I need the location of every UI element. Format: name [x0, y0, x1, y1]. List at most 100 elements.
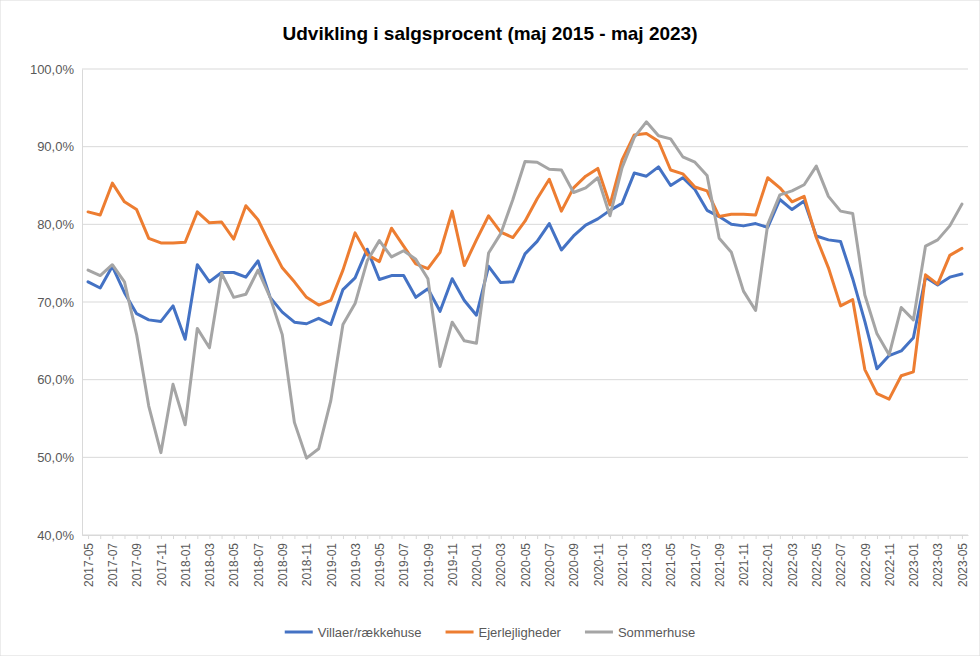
x-tick-label: 2023-01 — [907, 543, 921, 587]
x-tick-label: 2018-01 — [179, 543, 193, 587]
x-tick — [270, 535, 271, 539]
x-tick-mark — [610, 535, 611, 539]
x-tick-mark — [865, 535, 866, 539]
x-tick-label: 2019-07 — [397, 543, 411, 587]
legend-item: Ejerlejligheder — [446, 625, 562, 640]
x-tick-mark — [88, 535, 89, 539]
x-tick-mark — [901, 535, 902, 539]
legend-item: Villaer/rækkehuse — [285, 625, 422, 640]
x-tick-mark — [270, 535, 271, 539]
x-tick — [124, 535, 125, 539]
grid-line — [82, 69, 968, 70]
x-tick-mark — [780, 535, 781, 539]
y-tick: 80,0% — [37, 217, 82, 232]
x-tick — [804, 535, 805, 539]
x-tick — [707, 535, 708, 539]
x-tick-label: 2023-05 — [956, 543, 970, 587]
x-tick-label: 2021-03 — [640, 543, 654, 587]
x-tick-mark — [950, 535, 951, 539]
x-tick-mark — [707, 535, 708, 539]
x-tick-label: 2022-01 — [761, 543, 775, 587]
x-tick — [367, 535, 368, 539]
chart: Udvikling i salgsprocent (maj 2015 - maj… — [0, 0, 980, 656]
x-tick: 2018-03 — [203, 535, 217, 587]
y-tick: 90,0% — [37, 139, 82, 154]
x-tick: 2018-09 — [276, 535, 290, 587]
x-tick-label: 2018-07 — [252, 543, 266, 587]
x-tick-mark — [246, 535, 247, 539]
x-tick: 2022-05 — [810, 535, 824, 587]
x-tick: 2021-09 — [713, 535, 727, 587]
x-tick: 2020-11 — [592, 535, 606, 586]
x-tick-mark — [622, 535, 623, 539]
series-line — [88, 133, 962, 399]
x-tick-label: 2017-09 — [130, 543, 144, 587]
x-tick-mark — [962, 535, 963, 539]
x-tick-mark — [367, 535, 368, 539]
x-tick-mark — [416, 535, 417, 539]
x-tick: 2022-07 — [834, 535, 848, 587]
x-tick-label: 2022-07 — [834, 543, 848, 587]
x-tick-label: 2022-05 — [810, 543, 824, 587]
legend-label: Villaer/rækkehuse — [318, 625, 422, 640]
x-tick-mark — [659, 535, 660, 539]
x-tick-label: 2021-05 — [664, 543, 678, 587]
x-tick: 2023-05 — [956, 535, 970, 587]
x-tick-mark — [452, 535, 453, 539]
x-tick-mark — [355, 535, 356, 539]
y-tick: 40,0% — [37, 528, 82, 543]
x-tick — [319, 535, 320, 539]
legend-swatch — [446, 631, 474, 634]
x-tick — [246, 535, 247, 539]
x-tick: 2019-05 — [373, 535, 387, 587]
x-tick: 2020-03 — [494, 535, 508, 587]
x-tick — [901, 535, 902, 539]
y-tick: 100,0% — [30, 62, 82, 77]
x-tick-mark — [149, 535, 150, 539]
x-tick-label: 2019-03 — [349, 543, 363, 587]
x-tick — [634, 535, 635, 539]
legend: Villaer/rækkehuseEjerlejlighederSommerhu… — [285, 625, 696, 640]
x-tick-mark — [756, 535, 757, 539]
x-tick: 2020-01 — [470, 535, 484, 587]
x-tick-mark — [391, 535, 392, 539]
y-tick: 50,0% — [37, 450, 82, 465]
x-tick-label: 2020-09 — [567, 543, 581, 587]
x-tick: 2022-03 — [786, 535, 800, 587]
grid-line — [82, 379, 968, 380]
x-tick — [828, 535, 829, 539]
x-tick: 2018-07 — [252, 535, 266, 587]
x-tick: 2017-09 — [130, 535, 144, 587]
x-tick-label: 2017-11 — [155, 543, 169, 586]
x-tick-label: 2019-01 — [325, 543, 339, 587]
x-tick-label: 2021-09 — [713, 543, 727, 587]
x-tick-label: 2020-03 — [494, 543, 508, 587]
x-tick — [197, 535, 198, 539]
x-tick — [343, 535, 344, 539]
y-axis-line — [82, 70, 83, 536]
x-tick: 2019-03 — [349, 535, 363, 587]
legend-swatch — [285, 631, 313, 634]
x-tick: 2020-07 — [543, 535, 557, 587]
x-tick: 2019-11 — [446, 535, 460, 586]
x-tick-mark — [853, 535, 854, 539]
x-tick-mark — [816, 535, 817, 539]
background — [0, 0, 980, 656]
y-axis: 40,0%50,0%60,0%70,0%80,0%90,0%100,0% — [30, 62, 83, 543]
x-tick-label: 2019-11 — [446, 543, 460, 586]
x-tick-mark — [537, 535, 538, 539]
x-tick-label: 2018-11 — [300, 543, 314, 586]
x-tick: 2021-07 — [689, 535, 703, 587]
grid-line — [82, 457, 968, 458]
x-tick — [489, 535, 490, 539]
x-tick-label: 2021-07 — [689, 543, 703, 587]
x-tick-mark — [476, 535, 477, 539]
x-tick-mark — [561, 535, 562, 539]
x-tick: 2018-11 — [300, 535, 314, 586]
x-tick: 2018-01 — [179, 535, 193, 587]
x-tick-mark — [294, 535, 295, 539]
x-tick: 2022-09 — [859, 535, 873, 587]
x-tick-mark — [877, 535, 878, 539]
x-tick: 2021-11 — [737, 535, 751, 586]
x-axis: 2017-052017-072017-092017-112018-012018-… — [82, 535, 970, 587]
